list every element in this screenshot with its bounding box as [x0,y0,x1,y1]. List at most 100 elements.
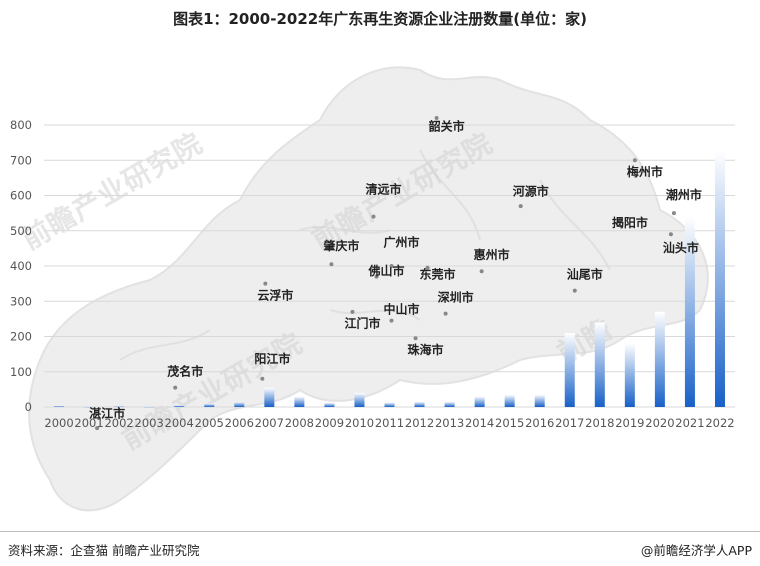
city-label: 惠州市 [474,247,510,262]
bar-2017 [564,332,575,407]
bar-2001 [84,406,95,408]
city-label: 汕头市 [663,240,699,255]
city-label: 东莞市 [420,266,456,281]
city-marker [671,211,676,216]
city-label: 深圳市 [438,289,474,304]
x-tick-label: 2011 [375,416,404,430]
bar-2002 [114,406,125,407]
grid-lines [44,124,735,408]
city-label: 广州市 [384,235,420,250]
city-marker [413,336,418,341]
city-label: 湛江市 [89,406,125,421]
bar-2005 [204,403,215,407]
y-tick-label: 800 [10,118,32,132]
bar-2012 [414,401,425,407]
y-tick-label: 600 [10,189,32,203]
x-tick-label: 2007 [255,416,284,430]
x-tick-label: 2010 [345,416,374,430]
bar-2018 [594,322,605,407]
city-label: 佛山市 [367,263,404,278]
bar-2019 [624,343,635,407]
city-label: 肇庆市 [323,238,359,253]
city-label: 梅州市 [627,164,663,179]
city-marker [617,218,622,223]
x-tick-label: 2005 [195,416,224,430]
x-tick-label: 2016 [525,416,554,430]
x-tick-label: 2009 [315,416,344,430]
x-tick-label: 2019 [615,416,644,430]
city-marker [350,309,355,314]
city-label: 珠海市 [408,342,444,357]
x-tick-label: 2013 [435,416,464,430]
x-tick-label: 2003 [135,416,164,430]
y-tick-label: 700 [10,153,32,167]
y-axis-ticks: 0 100 200 300 400 500 600 700 800 [10,118,32,414]
bar-2015 [504,394,515,407]
x-tick-label: 2018 [585,416,614,430]
bar-2011 [384,402,395,407]
x-tick-label: 2004 [165,416,194,430]
bar-2010 [354,392,365,407]
city-marker [518,204,523,209]
city-marker [371,214,376,219]
x-tick-label: 2002 [104,416,133,430]
y-tick-label: 200 [10,330,32,344]
city-marker [260,376,265,381]
x-tick-label: 2008 [285,416,314,430]
city-marker [434,115,439,120]
x-tick-label: 2020 [645,416,674,430]
y-tick-label: 100 [10,365,32,379]
city-marker [572,288,577,293]
bar-2008 [294,396,305,407]
y-tick-label: 400 [10,259,32,273]
city-label: 中山市 [384,302,420,317]
city-marker [632,158,637,163]
source-note: 资料来源：企查猫 前瞻产业研究院 [8,543,200,558]
bar-2006 [234,401,245,407]
x-tick-label: 2000 [44,416,73,430]
city-label: 茂名市 [167,363,203,378]
bar-2014 [474,396,485,407]
x-tick-label: 2006 [225,416,254,430]
city-marker [389,264,394,268]
city-label: 揭阳市 [612,215,648,230]
city-marker [95,426,100,431]
city-marker [479,269,484,274]
city-label: 潮州市 [666,187,702,202]
x-tick-label: 2012 [405,416,434,430]
city-marker [173,385,178,390]
city-marker [668,232,673,237]
bar-2013 [444,401,455,407]
city-marker [443,311,448,316]
bar-2022 [714,149,725,408]
bar-2003 [144,406,155,408]
footer: 资料来源：企查猫 前瞻产业研究院 @前瞻经济学人APP [0,531,760,566]
bar-2009 [324,402,335,407]
x-tick-label: 2014 [465,416,494,430]
city-label: 云浮市 [257,287,293,302]
city-label: 汕尾市 [567,266,603,281]
city-label: 河源市 [512,184,549,199]
bar-2016 [534,394,545,407]
y-tick-label: 0 [25,400,32,414]
y-tick-label: 300 [10,294,32,308]
bar-2020 [654,311,665,407]
city-marker [374,274,379,279]
city-label: 清远市 [365,182,401,197]
bar-2021 [684,216,695,407]
bar-2000 [54,405,65,407]
city-label: 阳江市 [254,351,290,366]
bar-2004 [174,405,185,407]
city-marker [263,281,268,286]
x-tick-label: 2022 [705,416,734,430]
bar-2007 [264,387,275,407]
city-marker [389,318,394,323]
city-marker [329,262,334,267]
x-axis-ticks: 2000 2001 2002 2003 2004 2005 2006 2007 2008 2009… [44,416,734,430]
brand-credit: @前瞻经济学人APP [640,543,752,558]
city-label: 韶关市 [429,118,465,133]
x-tick-label: 2017 [555,416,584,430]
page-title: 图表1：2000-2022年广东再生资源企业注册数量(单位：家) [173,10,587,28]
bars [54,149,725,408]
